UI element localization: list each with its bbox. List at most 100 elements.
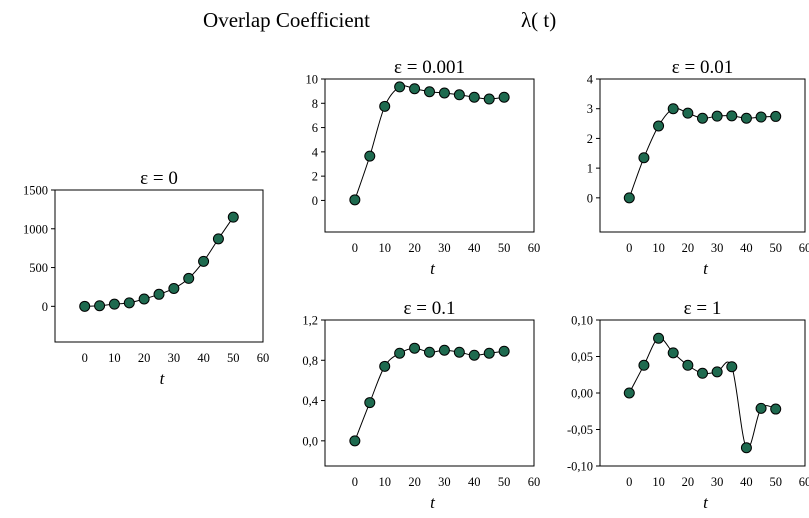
y-tick-label: 1,2 — [302, 314, 318, 328]
data-point — [770, 403, 782, 415]
x-tick-label: 50 — [769, 241, 782, 255]
x-tick-label: 60 — [799, 241, 809, 255]
data-point — [483, 347, 495, 359]
data-point — [653, 120, 665, 132]
y-tick-label: 0 — [587, 191, 593, 205]
data-point — [755, 402, 767, 414]
x-tick-label: 20 — [408, 241, 421, 255]
x-tick-label: 20 — [682, 475, 695, 489]
data-point — [212, 233, 224, 245]
data-point — [79, 300, 91, 312]
x-tick-label: 0 — [82, 351, 88, 365]
x-tick-label: 20 — [408, 475, 421, 489]
data-point — [198, 255, 210, 267]
y-tick-label: 0,10 — [571, 314, 593, 328]
x-tick-label: 0 — [626, 241, 632, 255]
y-tick-label: 4 — [312, 145, 319, 159]
y-tick-label: 8 — [312, 97, 318, 111]
data-point — [740, 442, 752, 454]
plot-frame — [54, 189, 264, 343]
data-point — [468, 91, 480, 103]
x-tick-label: 30 — [711, 475, 724, 489]
x-tick-label: 0 — [626, 475, 632, 489]
data-point — [364, 150, 376, 162]
y-tick-label: -0,05 — [567, 423, 593, 437]
data-point — [638, 152, 650, 164]
figure-title: Overlap Coefficient — [203, 8, 370, 32]
data-point — [438, 344, 450, 356]
x-tick-label: 60 — [528, 475, 541, 489]
panel-eps-0.001: ε = 0.001 0 2 4 6 8 10 0 10 20 30 40 50 60 t — [306, 57, 541, 278]
data-point — [379, 100, 391, 112]
x-tick-label: 10 — [378, 241, 391, 255]
x-tick-label: 30 — [711, 241, 724, 255]
data-point — [424, 86, 435, 98]
data-point — [682, 107, 694, 119]
data-point — [755, 111, 767, 123]
series-line — [628, 337, 776, 449]
data-point — [623, 387, 635, 399]
data-point — [667, 347, 679, 359]
data-point — [394, 81, 406, 93]
y-tick-label: 500 — [29, 261, 48, 275]
data-point — [364, 397, 376, 409]
plot-frame — [324, 78, 535, 233]
figure-title-symbol: λ( t) — [521, 8, 556, 32]
x-tick-label: 40 — [468, 241, 481, 255]
y-tick-label: 2 — [312, 170, 318, 184]
data-point — [349, 435, 361, 447]
data-point — [770, 110, 782, 122]
data-point — [108, 298, 120, 310]
data-point — [726, 110, 738, 122]
data-point — [409, 83, 421, 95]
data-point — [409, 342, 421, 354]
x-tick-label: 30 — [438, 241, 451, 255]
x-tick-label: 10 — [652, 241, 665, 255]
x-tick-label: 60 — [799, 475, 809, 489]
x-tick-label: 40 — [468, 475, 481, 489]
y-tick-label: 0,05 — [571, 350, 593, 364]
data-point — [740, 112, 752, 124]
y-tick-label: 10 — [306, 73, 319, 87]
data-point — [123, 297, 135, 309]
data-point — [638, 359, 650, 371]
data-point — [424, 346, 435, 358]
x-tick-label: 60 — [257, 351, 270, 365]
data-point — [453, 346, 465, 358]
y-tick-label: 1 — [587, 162, 593, 176]
data-point — [379, 360, 391, 372]
panel-title: ε = 1 — [684, 298, 722, 319]
x-tick-label: 60 — [528, 241, 541, 255]
series-line — [354, 85, 505, 200]
data-point — [183, 272, 195, 284]
data-point — [623, 192, 635, 204]
data-point — [667, 103, 679, 115]
x-tick-label: 10 — [378, 475, 391, 489]
y-tick-label: 0,00 — [571, 387, 593, 401]
x-axis-label: t — [703, 493, 709, 512]
y-tick-label: 0 — [42, 300, 48, 314]
y-tick-label: 6 — [312, 121, 318, 135]
plot-frame — [599, 78, 806, 233]
y-tick-label: 0,0 — [302, 434, 318, 448]
data-point — [153, 288, 165, 300]
panel-title: ε = 0.1 — [404, 298, 456, 319]
data-point — [349, 194, 361, 206]
panel-eps-0.1: ε = 0.1 0,0 0,4 0,8 1,2 0 10 20 30 40 50 60 t — [302, 298, 540, 512]
data-point — [726, 361, 738, 373]
x-axis-label: t — [160, 369, 166, 388]
data-point — [438, 87, 450, 99]
x-axis-label: t — [703, 259, 709, 278]
data-point — [94, 300, 106, 312]
x-tick-label: 20 — [138, 351, 151, 365]
x-tick-label: 50 — [498, 241, 511, 255]
x-tick-label: 50 — [769, 475, 782, 489]
plot-frame — [324, 319, 535, 467]
data-point — [711, 110, 723, 122]
data-point — [453, 89, 465, 101]
data-point — [711, 366, 723, 378]
data-point — [168, 282, 180, 294]
data-point — [468, 349, 480, 361]
x-tick-label: 0 — [352, 241, 358, 255]
